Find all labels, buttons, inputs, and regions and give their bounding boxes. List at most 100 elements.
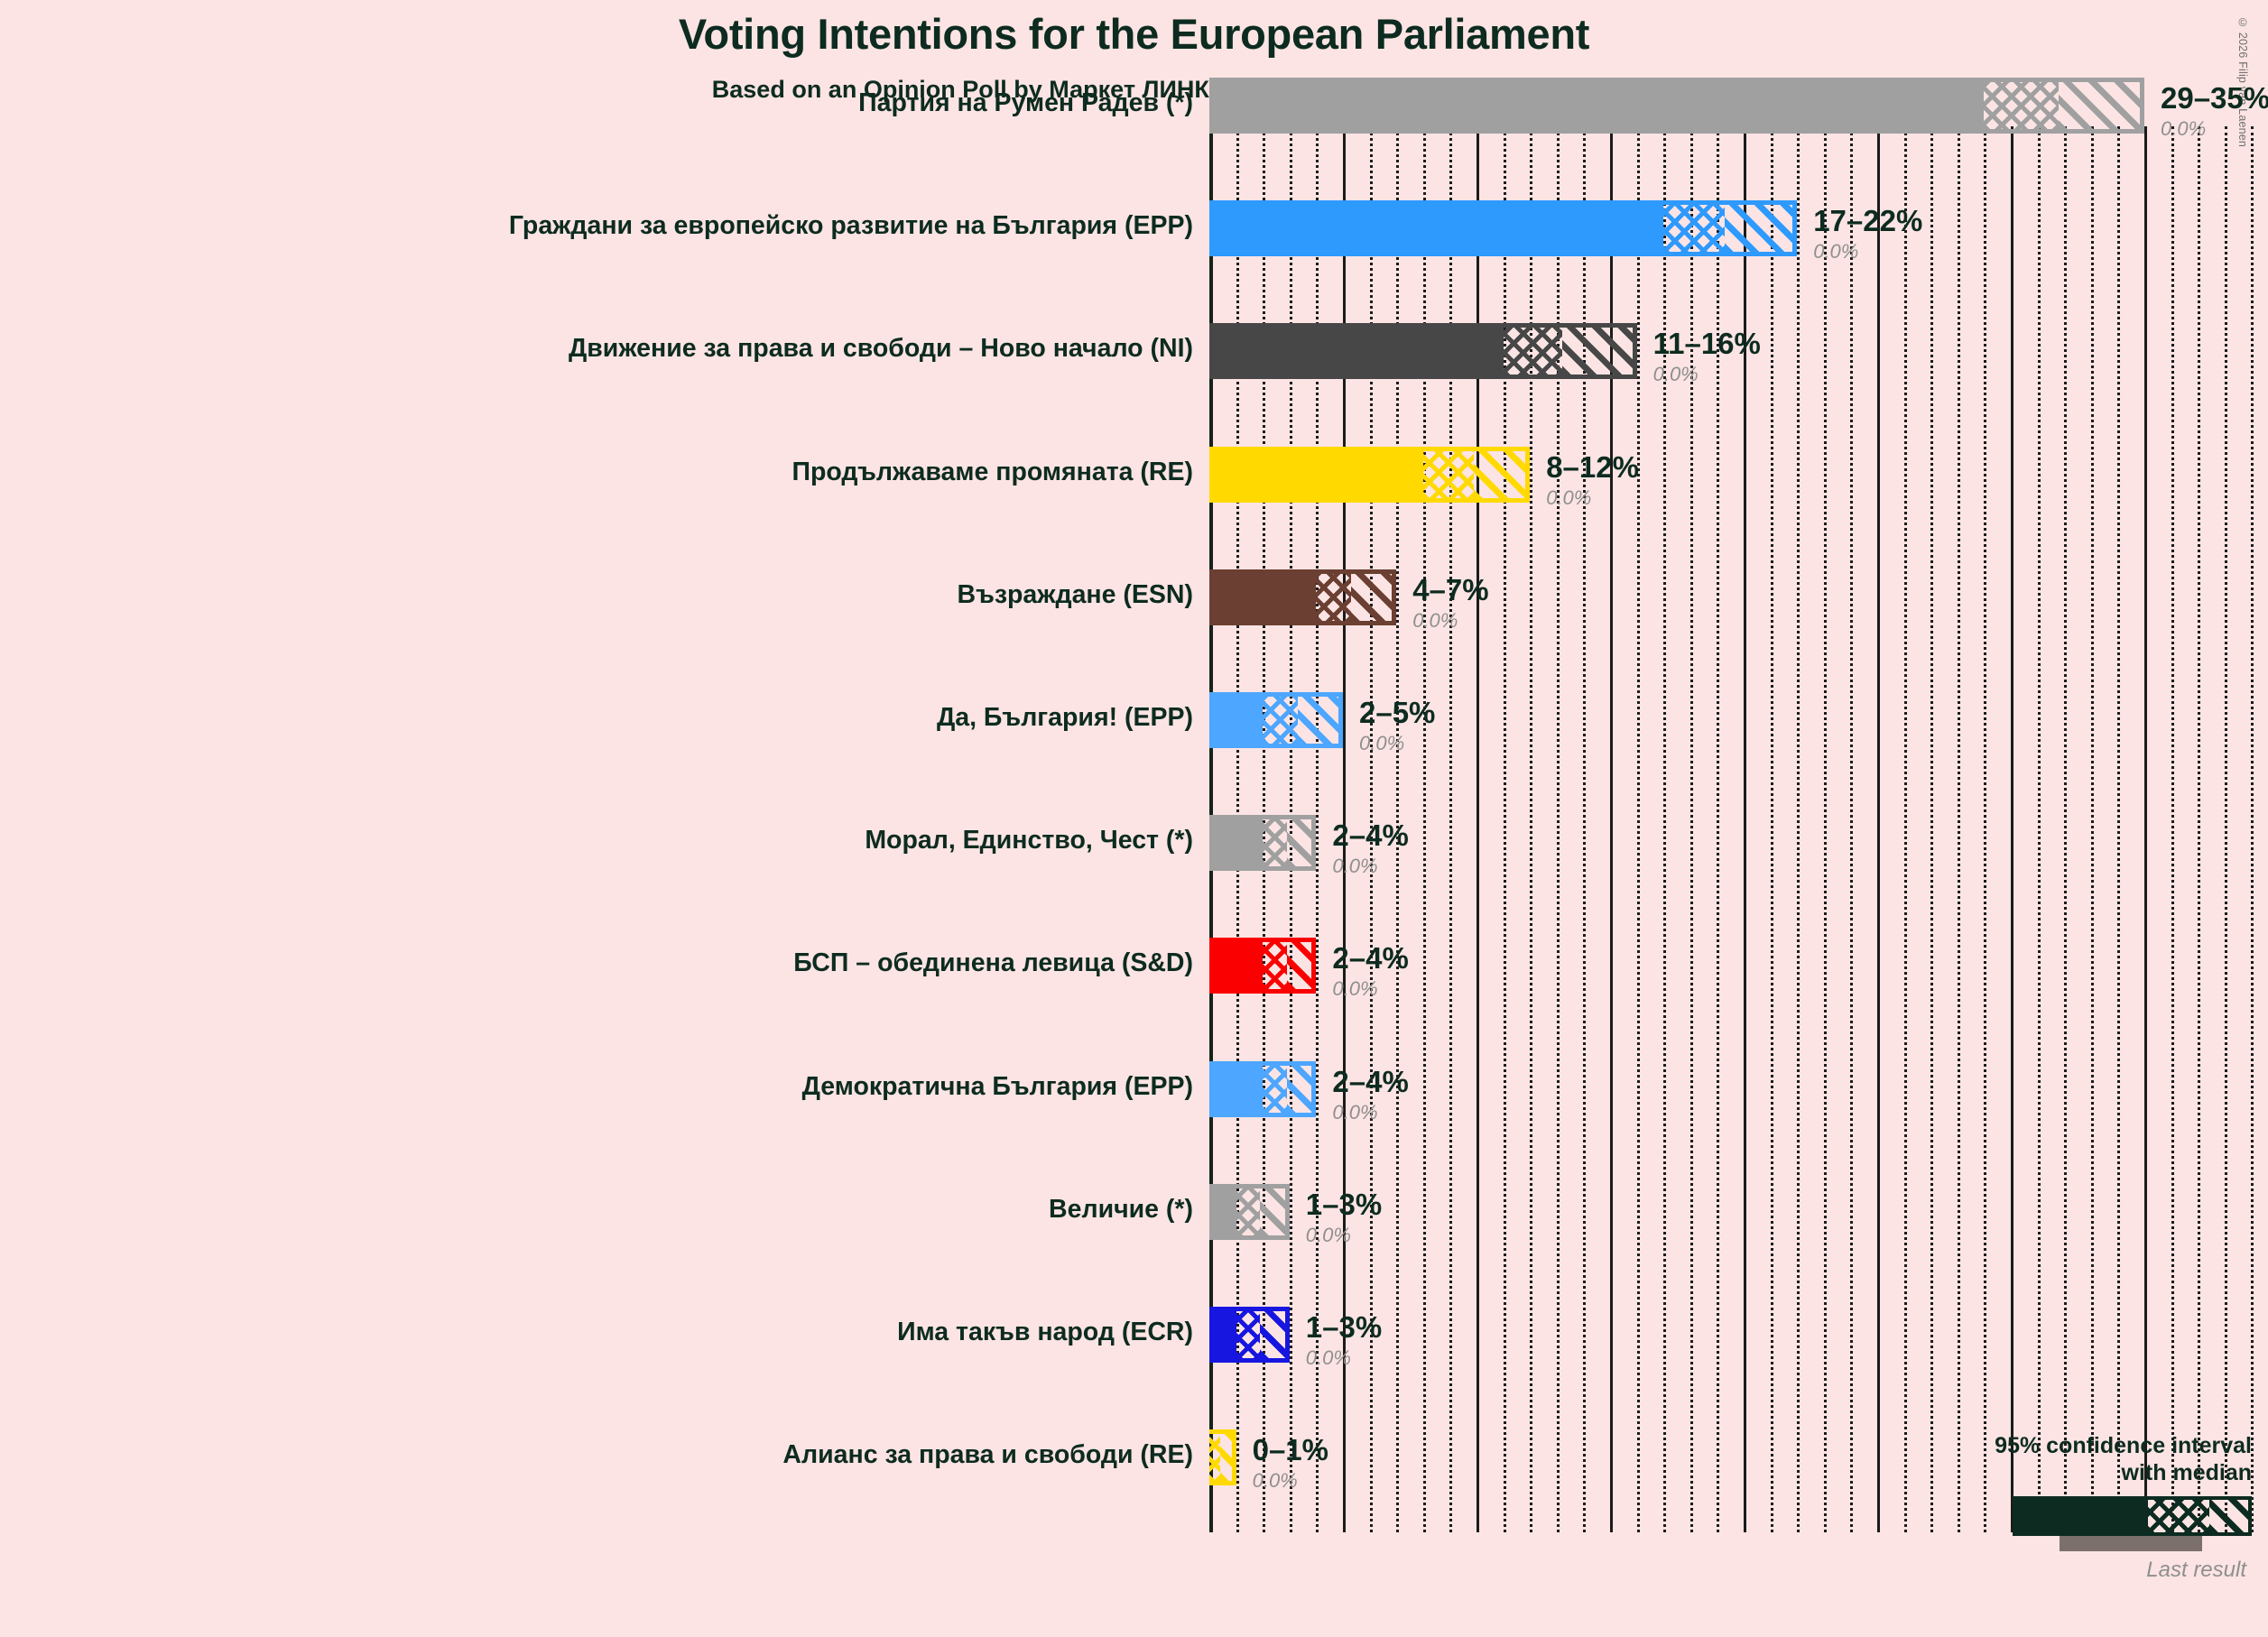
confidence-interval-bar xyxy=(1209,938,1317,994)
legend-line-1: 95% confidence interval xyxy=(1995,1433,2252,1458)
gridline-major xyxy=(2011,126,2013,1533)
confidence-interval-bar xyxy=(1209,1429,1236,1486)
gridline-major xyxy=(2144,126,2147,1533)
range-value: 1–3% xyxy=(1305,1310,1383,1344)
gridline-minor xyxy=(2198,126,2201,1533)
range-value: 1–3% xyxy=(1305,1187,1383,1221)
gridline-minor xyxy=(2037,126,2041,1533)
last-result-value: 0.0% xyxy=(1813,240,1859,264)
range-value: 11–16% xyxy=(1652,327,1761,361)
range-value: 2–4% xyxy=(1332,818,1409,853)
party-label: Величие (*) xyxy=(1049,1194,1193,1224)
legend-segment-diagonal xyxy=(2209,1496,2252,1536)
gridline-minor xyxy=(2171,126,2174,1533)
bar-segment-solid xyxy=(1209,692,1264,748)
value-label-group: 17–22% 0.0% xyxy=(1813,206,1922,264)
confidence-interval-bar xyxy=(1209,78,2144,134)
confidence-interval-bar xyxy=(1209,569,1397,625)
plot-area: Партия на Румен Радев (*) 29–35% 0.0% Гражд… xyxy=(509,78,2268,1606)
gridline-minor xyxy=(1770,126,1773,1533)
gridline-minor xyxy=(1583,126,1587,1533)
confidence-interval-bar xyxy=(1209,446,1531,503)
confidence-interval-bar xyxy=(1209,1183,1290,1240)
legend-segment-solid xyxy=(2013,1496,2148,1536)
bar-segment-crosshatch xyxy=(1263,692,1298,748)
bar-segment-crosshatch xyxy=(1263,815,1287,872)
last-result-value: 0.0% xyxy=(1412,608,1458,632)
bar-segment-diagonal xyxy=(1260,1183,1290,1240)
party-label: Партия на Румен Радев (*) xyxy=(858,88,1193,117)
legend-title: 95% confidence interval with median xyxy=(1895,1433,2252,1486)
bar-segment-crosshatch xyxy=(1663,200,1726,257)
range-value: 17–22% xyxy=(1813,204,1923,238)
bar-segment-crosshatch xyxy=(1209,1429,1220,1486)
gridline-minor xyxy=(1850,126,1854,1533)
legend-last-result-bar xyxy=(2060,1536,2202,1551)
value-label-group: 2–5% 0.0% xyxy=(1359,698,1435,756)
bar-segment-diagonal xyxy=(1219,1429,1236,1486)
range-value: 2–4% xyxy=(1332,1064,1409,1098)
bar-segment-diagonal xyxy=(1350,569,1397,625)
gridline-minor xyxy=(1396,126,1400,1533)
bar-segment-crosshatch xyxy=(1263,938,1287,994)
confidence-interval-bar xyxy=(1209,1060,1317,1117)
bar-segment-diagonal xyxy=(1561,323,1637,380)
confidence-interval-bar xyxy=(1209,323,1637,380)
copyright-notice: © 2026 Filip van Laenen xyxy=(2236,16,2249,148)
party-label: БСП – обединена левица (S&D) xyxy=(793,948,1193,978)
party-label: Възраждане (ESN) xyxy=(957,579,1194,609)
confidence-interval-bar xyxy=(1209,1307,1290,1363)
bar-segment-crosshatch xyxy=(1236,1183,1261,1240)
gridline-minor xyxy=(1449,126,1453,1533)
gridline-major xyxy=(1343,126,1346,1533)
bar-segment-crosshatch xyxy=(1263,1060,1287,1117)
legend-swatches xyxy=(1895,1496,2252,1552)
party-label: Алианс за права и свободи (RE) xyxy=(782,1440,1193,1470)
gridline-minor xyxy=(1717,126,1720,1533)
last-result-value: 0.0% xyxy=(2161,117,2207,140)
gridline-minor xyxy=(1957,126,1960,1533)
gridline-major xyxy=(1877,126,1880,1533)
gridline-minor xyxy=(1930,126,1934,1533)
bar-segment-diagonal xyxy=(1286,938,1317,994)
bar-segment-diagonal xyxy=(1725,200,1798,257)
gridline-minor xyxy=(2090,126,2094,1533)
last-result-value: 0.0% xyxy=(1652,363,1699,386)
gridline-minor xyxy=(1984,126,1987,1533)
range-value: 8–12% xyxy=(1546,449,1639,484)
party-label: Да, България! (EPP) xyxy=(936,703,1193,732)
bar-segment-solid xyxy=(1209,323,1504,380)
bar-segment-diagonal xyxy=(1474,446,1531,503)
legend-caption: Last result xyxy=(2146,1558,2246,1582)
range-value: 2–4% xyxy=(1332,941,1409,976)
bar-segment-crosshatch xyxy=(1503,323,1562,380)
value-label-group: 8–12% 0.0% xyxy=(1546,452,1639,511)
legend: 95% confidence interval with median Last… xyxy=(1895,1433,2252,1583)
value-label-group: 2–4% 0.0% xyxy=(1332,943,1408,1002)
party-label: Демократична България (EPP) xyxy=(801,1071,1193,1101)
value-label-group: 1–3% 0.0% xyxy=(1306,1189,1382,1248)
value-label-group: 2–4% 0.0% xyxy=(1332,1067,1408,1125)
bar-segment-solid xyxy=(1209,200,1664,257)
confidence-interval-bar xyxy=(1209,815,1317,872)
party-label: Движение за права и свободи – Ново начал… xyxy=(568,334,1193,364)
range-value: 2–5% xyxy=(1359,696,1436,729)
value-label-group: 29–35% 0.0% xyxy=(2161,83,2268,142)
gridline-major xyxy=(1610,126,1613,1533)
gridline-minor xyxy=(1689,126,1693,1533)
last-result-value: 0.0% xyxy=(1332,1100,1378,1124)
range-value: 4–7% xyxy=(1412,572,1489,606)
confidence-interval-bar xyxy=(1209,200,1798,257)
bar-segment-crosshatch xyxy=(1422,446,1475,503)
gridline-minor xyxy=(1316,126,1319,1533)
bar-segment-solid xyxy=(1209,1060,1264,1117)
bar-segment-solid xyxy=(1209,446,1423,503)
page-title: Voting Intentions for the European Parli… xyxy=(678,10,1590,58)
confidence-interval-bar xyxy=(1209,692,1343,748)
gridline-minor xyxy=(1503,126,1506,1533)
gridline-minor xyxy=(1369,126,1373,1533)
range-value: 29–35% xyxy=(2161,81,2268,115)
bar-segment-diagonal xyxy=(1260,1307,1290,1363)
legend-ci-bar xyxy=(2013,1496,2252,1536)
